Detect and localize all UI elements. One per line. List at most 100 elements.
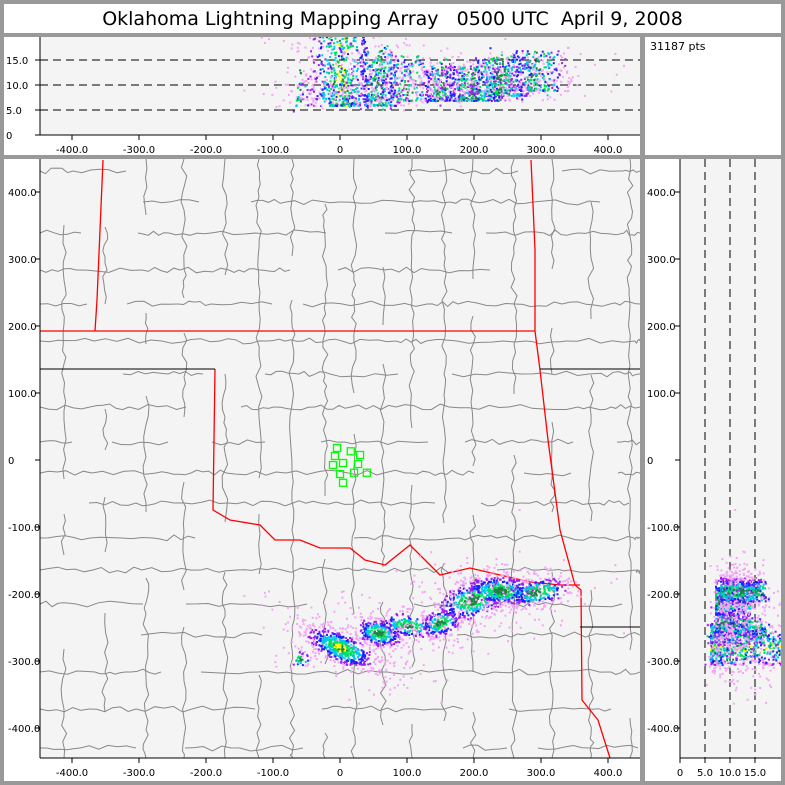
- lightning-source-point: [438, 620, 441, 623]
- county-line: [181, 626, 188, 682]
- lightning-source-point: [455, 620, 458, 622]
- lightning-source-point: [328, 37, 331, 40]
- lightning-source-point: [398, 76, 401, 79]
- lightning-source-point: [361, 645, 364, 648]
- y-tick-label: 0: [6, 131, 12, 142]
- lightning-source-point: [534, 73, 537, 76]
- lightning-source-point: [450, 95, 453, 98]
- lightning-source-point: [510, 60, 513, 63]
- lightning-source-point: [381, 638, 384, 641]
- lightning-source-point: [423, 99, 426, 102]
- lightning-source-point: [299, 72, 302, 75]
- county-line: [440, 159, 448, 227]
- lightning-source-point: [321, 623, 324, 626]
- lightning-source-point: [478, 78, 481, 81]
- lightning-source-point: [488, 86, 491, 89]
- lightning-source-point: [439, 625, 442, 628]
- lightning-source-point: [474, 577, 477, 579]
- lightning-source-point: [326, 621, 329, 624]
- lightning-source-point: [384, 626, 387, 629]
- lightning-source-point: [439, 613, 441, 616]
- lightning-source-point: [393, 104, 396, 107]
- lightning-source-point: [332, 656, 335, 658]
- county-line: [62, 419, 67, 480]
- lightning-source-point: [456, 595, 459, 598]
- lightning-source-point: [431, 620, 434, 623]
- lightning-source-point: [326, 88, 329, 91]
- lightning-source-point: [446, 595, 448, 598]
- lightning-source-point: [378, 629, 381, 631]
- lightning-source-point: [332, 82, 335, 85]
- lightning-source-point: [526, 76, 529, 79]
- lightning-source-point: [387, 610, 389, 612]
- lightning-source-point: [427, 635, 430, 638]
- lightning-source-point: [355, 104, 358, 107]
- lightning-source-point: [488, 58, 491, 61]
- lightning-source-point: [304, 660, 307, 663]
- lightning-source-point: [483, 606, 485, 609]
- lightning-source-point: [315, 642, 318, 645]
- lightning-source-point: [377, 630, 380, 633]
- lightning-source-point: [392, 623, 395, 625]
- lightning-source-point: [303, 651, 306, 653]
- lightning-source-point: [392, 96, 395, 99]
- lightning-source-point: [472, 77, 475, 80]
- lightning-source-point: [435, 80, 438, 83]
- lightning-source-point: [405, 642, 408, 645]
- lightning-source-point: [439, 606, 442, 609]
- county-line: [168, 232, 212, 236]
- lightning-source-point: [287, 606, 289, 609]
- lightning-source-point: [393, 665, 396, 668]
- lightning-source-point: [486, 92, 489, 95]
- lightning-source-point: [365, 642, 368, 645]
- lightning-source-point: [383, 623, 386, 626]
- lightning-source-point: [334, 648, 337, 651]
- lightning-source-point: [463, 84, 466, 87]
- lightning-source-point: [401, 624, 404, 627]
- county-line: [257, 247, 261, 302]
- lightning-source-point: [324, 655, 327, 658]
- lightning-source-point: [374, 57, 377, 60]
- lightning-source-point: [500, 74, 503, 77]
- lightning-source-point: [290, 90, 293, 92]
- lightning-source-point: [309, 89, 312, 92]
- lightning-source-point: [388, 636, 391, 639]
- lightning-source-point: [362, 63, 365, 66]
- lightning-source-point: [527, 69, 530, 72]
- lightning-source-point: [299, 658, 302, 661]
- x-tick-label: 400.0: [594, 145, 623, 155]
- lightning-source-point: [433, 86, 435, 89]
- lightning-source-point: [480, 90, 483, 93]
- lightning-source-point: [515, 65, 518, 68]
- lightning-source-point: [388, 640, 391, 643]
- lightning-source-point: [289, 101, 292, 104]
- lightning-source-point: [546, 71, 548, 74]
- lightning-source-point: [412, 82, 415, 85]
- lightning-source-point: [351, 648, 354, 651]
- lightning-source-point: [450, 603, 453, 606]
- lightning-source-point: [346, 99, 349, 102]
- lightning-source-point: [323, 645, 326, 648]
- lightning-source-point: [360, 658, 362, 661]
- lightning-source-point: [408, 75, 411, 78]
- lightning-source-point: [336, 40, 339, 43]
- lightning-source-point: [481, 589, 484, 591]
- lightning-source-point: [495, 609, 498, 612]
- lightning-source-point: [390, 51, 393, 54]
- lightning-source-point: [366, 80, 368, 83]
- lightning-source-point: [352, 77, 355, 80]
- lightning-source-point: [383, 638, 386, 641]
- lightning-source-point: [345, 105, 348, 107]
- lightning-source-point: [507, 89, 510, 92]
- lightning-source-point: [343, 82, 346, 85]
- lightning-source-point: [388, 88, 391, 90]
- lightning-source-point: [327, 654, 330, 657]
- lightning-source-point: [243, 89, 246, 92]
- county-line: [514, 301, 563, 308]
- colorado-kansas-border: [94, 159, 104, 332]
- lightning-source-point: [492, 96, 495, 99]
- lightning-source-point: [389, 662, 392, 665]
- county-line: [352, 159, 358, 217]
- lightning-source-point: [461, 646, 464, 649]
- county-line: [409, 548, 414, 594]
